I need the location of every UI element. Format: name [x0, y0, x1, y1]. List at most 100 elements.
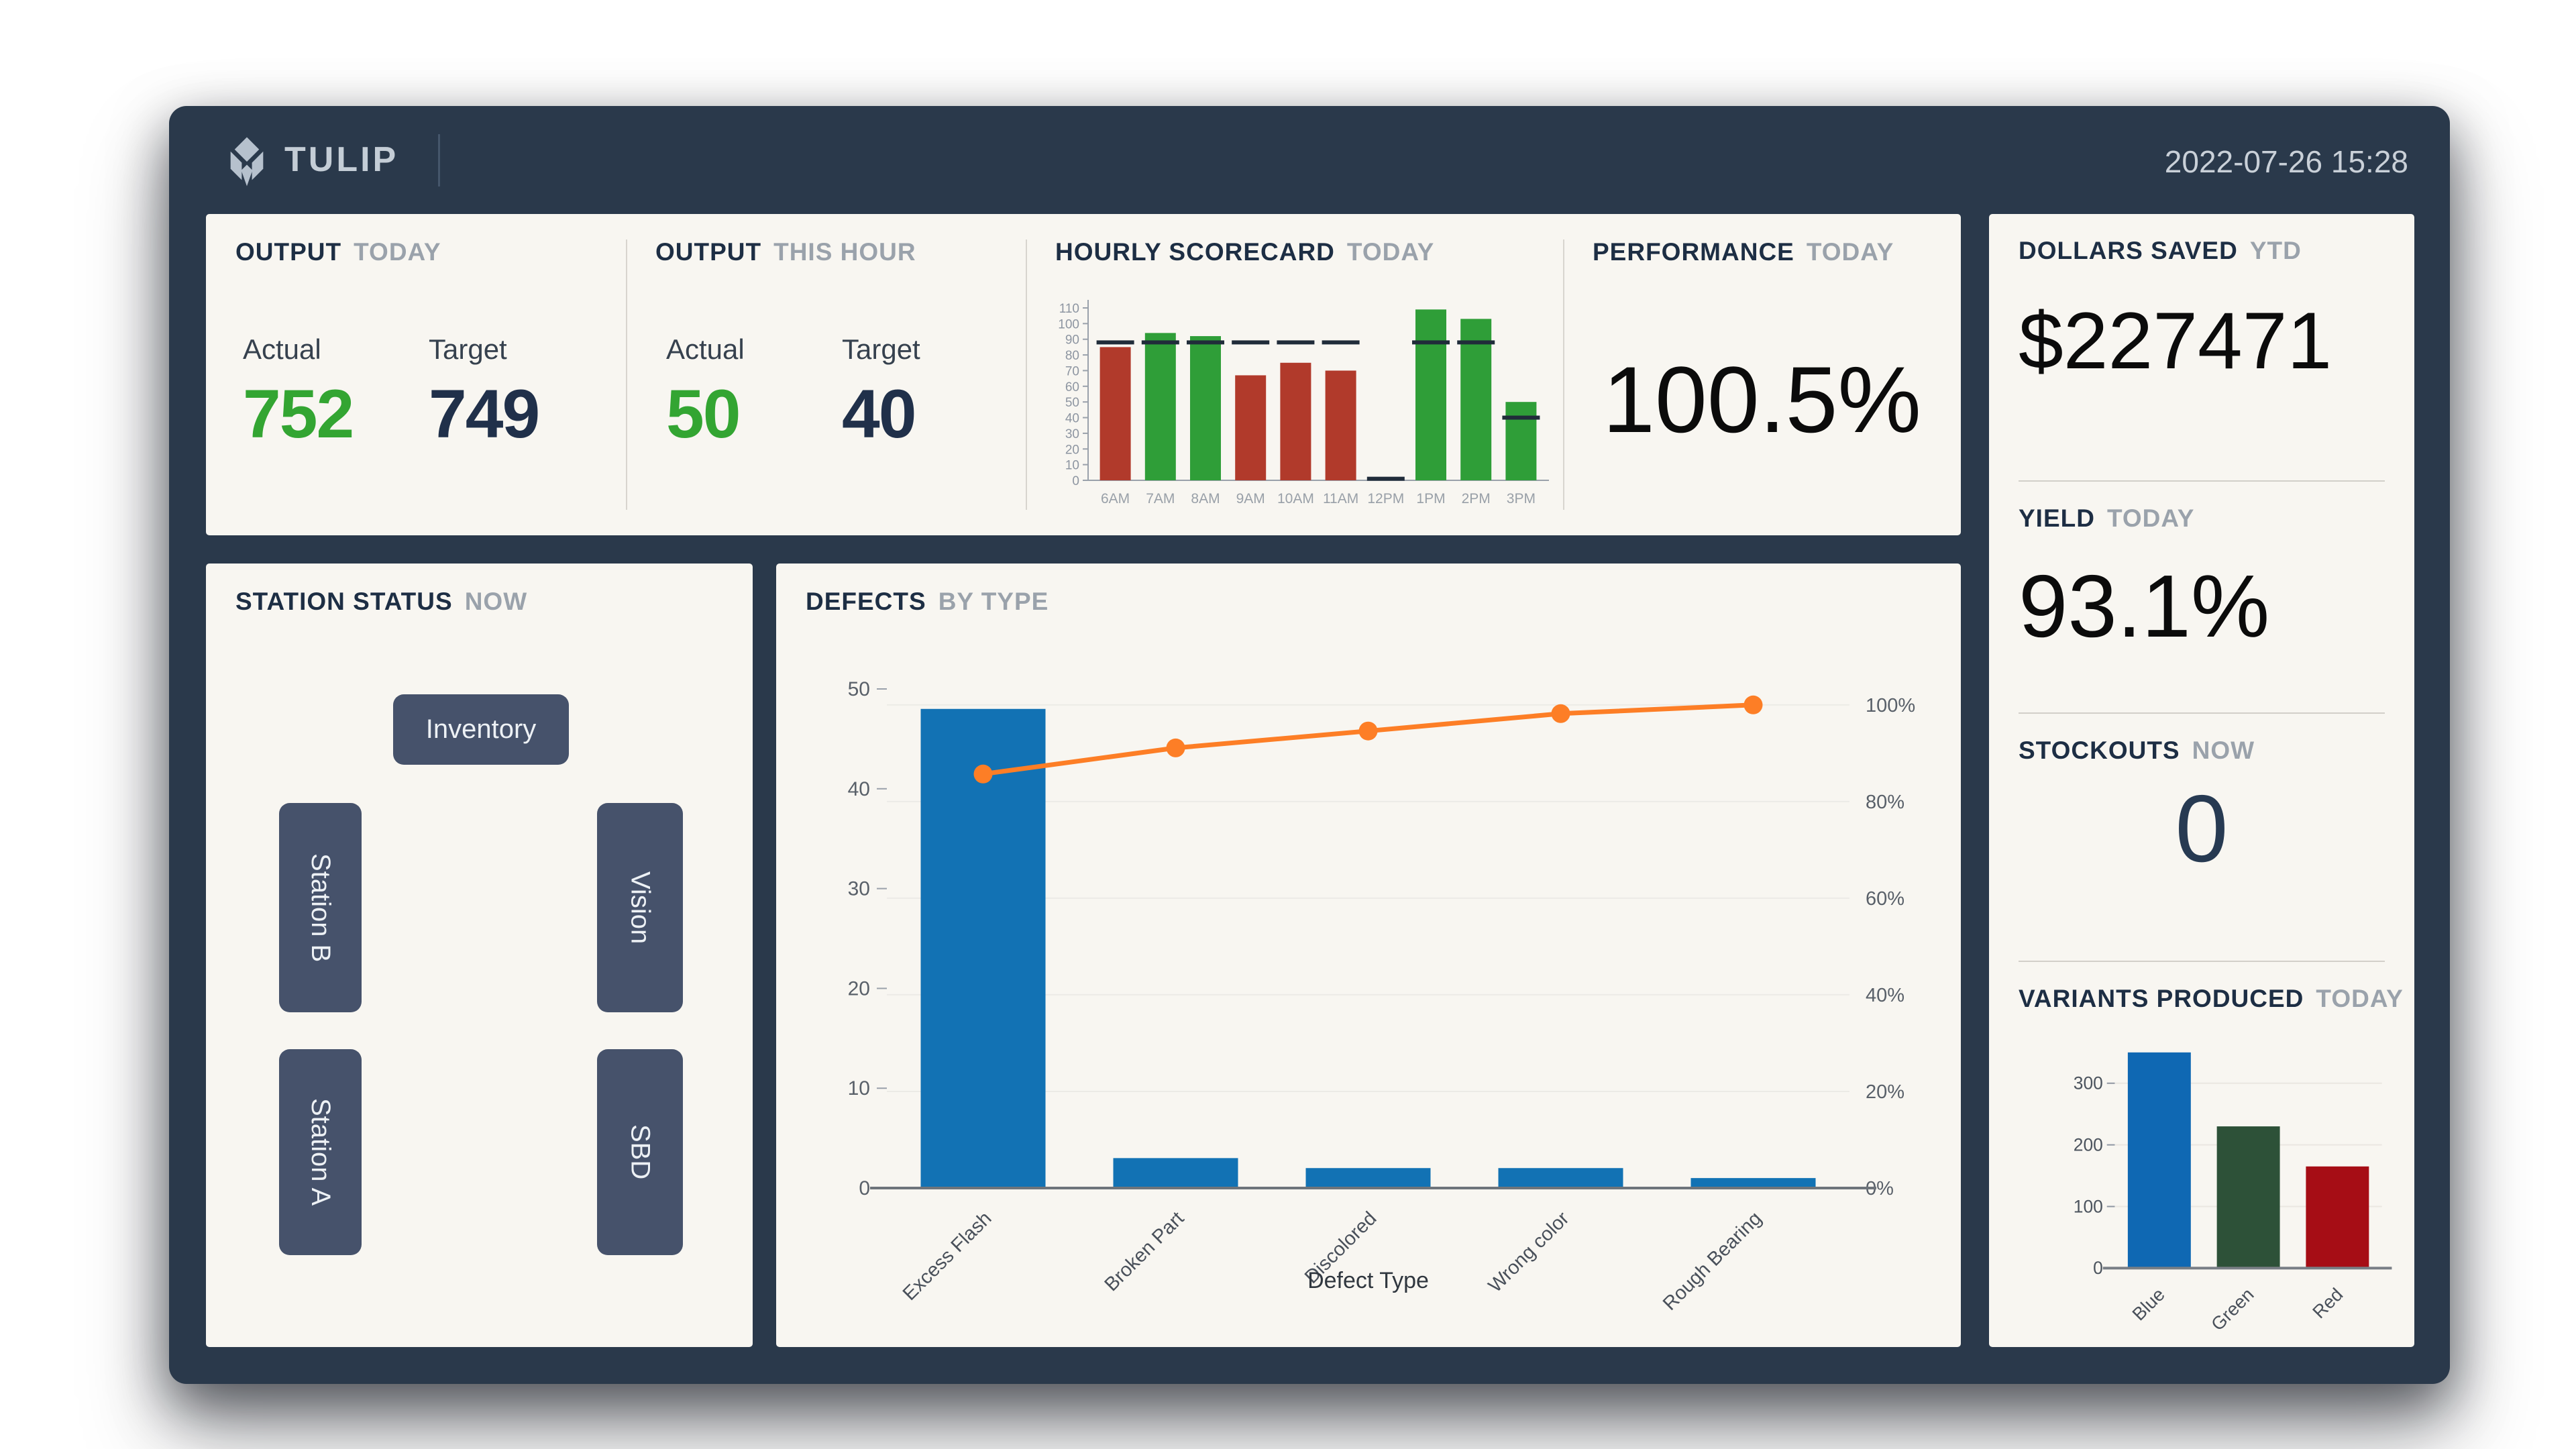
stockouts-value: 0 [2175, 775, 2229, 882]
svg-text:200: 200 [2074, 1134, 2103, 1155]
station-button-sbd[interactable]: SBD [597, 1049, 683, 1255]
output-hour-title: OUTPUT THIS HOUR [655, 238, 916, 266]
output-hour-section: OUTPUT THIS HOUR Actual 50 Target 40 [626, 214, 1026, 535]
svg-text:50: 50 [1065, 396, 1079, 410]
yield-block: YIELD TODAY 93.1% [1989, 482, 2414, 712]
dollars-saved-block: DOLLARS SAVED YTD $227471 [1989, 214, 2414, 480]
metric-label: Target [842, 333, 920, 365]
svg-text:3PM: 3PM [1507, 491, 1536, 506]
svg-text:9AM: 9AM [1236, 491, 1265, 506]
station-button-station-a[interactable]: Station A [279, 1049, 362, 1255]
svg-text:8AM: 8AM [1191, 491, 1220, 506]
defects-title: DEFECTS BY TYPE [806, 588, 1049, 616]
brand-name: TULIP [284, 140, 399, 179]
actual-metric: Actual 50 [666, 333, 745, 453]
svg-text:30: 30 [848, 878, 870, 900]
divider [2019, 712, 2385, 714]
svg-text:40%: 40% [1866, 985, 1904, 1006]
section-title: STOCKOUTS [2019, 737, 2180, 764]
svg-text:50: 50 [848, 678, 870, 700]
divider [1026, 239, 1027, 510]
section-subtitle: YTD [2249, 237, 2302, 264]
divider [2019, 480, 2385, 482]
svg-text:110: 110 [1059, 302, 1079, 316]
metric-label: Actual [666, 333, 745, 365]
svg-text:12PM: 12PM [1367, 491, 1404, 506]
header-divider [438, 134, 440, 186]
dollars-saved-title: DOLLARS SAVED YTD [2019, 237, 2385, 265]
station-button-vision[interactable]: Vision [597, 803, 683, 1012]
section-subtitle: NOW [2192, 737, 2255, 764]
hourly-scorecard-section: HOURLY SCORECARD TODAY 0 10 20 30 40 50 60 70 80 9… [1026, 214, 1563, 535]
svg-text:Excess Flash: Excess Flash [899, 1208, 996, 1305]
dashboard-frame: TULIP 2022-07-26 15:28 OUTPUT TODAY Actua… [169, 106, 2450, 1384]
svg-text:80: 80 [1065, 349, 1079, 363]
svg-text:11AM: 11AM [1323, 491, 1358, 506]
section-title: YIELD [2019, 504, 2095, 532]
svg-text:20: 20 [848, 977, 870, 1000]
section-title: OUTPUT [235, 238, 342, 266]
section-subtitle: TODAY [1806, 238, 1894, 266]
svg-text:0: 0 [1072, 474, 1079, 488]
svg-text:30: 30 [1065, 427, 1079, 441]
svg-text:100: 100 [1058, 317, 1079, 331]
performance-title: PERFORMANCE TODAY [1593, 238, 1894, 266]
yield-title: YIELD TODAY [2019, 504, 2385, 533]
svg-text:1PM: 1PM [1416, 491, 1445, 506]
section-subtitle: NOW [464, 588, 528, 615]
station-button-inventory[interactable]: Inventory [393, 694, 569, 765]
svg-text:Broken Part: Broken Part [1101, 1208, 1189, 1295]
section-title: DOLLARS SAVED [2019, 237, 2238, 264]
performance-section: PERFORMANCE TODAY 100.5% [1563, 214, 1961, 535]
kpi-panel: OUTPUT TODAY Actual 752 Target 749 OUTPUT… [206, 214, 1961, 535]
actual-value: 50 [666, 376, 741, 452]
svg-text:20%: 20% [1866, 1081, 1904, 1103]
section-title: HOURLY SCORECARD [1055, 238, 1335, 266]
svg-text:60%: 60% [1866, 888, 1904, 910]
svg-text:300: 300 [2074, 1073, 2103, 1093]
svg-text:Blue: Blue [2128, 1284, 2169, 1325]
svg-text:10: 10 [1065, 459, 1079, 473]
svg-text:Wrong color: Wrong color [1485, 1208, 1574, 1297]
svg-text:Rough Bearing: Rough Bearing [1659, 1208, 1766, 1314]
svg-text:0: 0 [2093, 1258, 2103, 1278]
station-button-station-b[interactable]: Station B [279, 803, 362, 1012]
section-title: OUTPUT [655, 238, 762, 266]
dollars-saved-value: $227471 [2019, 296, 2332, 386]
metric-label: Actual [243, 333, 321, 365]
divider [2019, 961, 2385, 962]
stockouts-title: STOCKOUTS NOW [2019, 737, 2385, 765]
output-today-section: OUTPUT TODAY Actual 752 Target 749 [206, 214, 626, 535]
svg-text:0: 0 [859, 1177, 870, 1199]
target-metric: Target 40 [842, 333, 920, 453]
svg-text:10: 10 [848, 1077, 870, 1099]
section-subtitle: TODAY [2106, 504, 2195, 532]
yield-value: 93.1% [2019, 557, 2270, 655]
svg-text:20: 20 [1065, 443, 1079, 457]
hourly-scorecard-title: HOURLY SCORECARD TODAY [1055, 238, 1434, 266]
variants-produced-chart: 0 100 200 300 Blue Green Red [2037, 1030, 2405, 1346]
dashboard-header: TULIP 2022-07-26 15:28 [169, 106, 2450, 214]
station-status-panel: STATION STATUS NOW Inventory Station B Vi… [206, 564, 753, 1347]
svg-text:60: 60 [1065, 380, 1079, 394]
variants-produced-block: VARIANTS PRODUCED TODAY 0 100 200 300 Blue Gre… [1989, 962, 2414, 1347]
divider [626, 239, 627, 510]
defects-panel: DEFECTS BY TYPE 0 10 20 30 40 50 0% 20% 40% 60% 80%… [776, 564, 1961, 1347]
variants-produced-title: VARIANTS PRODUCED TODAY [2019, 985, 2403, 1013]
section-title: VARIANTS PRODUCED [2019, 985, 2304, 1012]
svg-text:80%: 80% [1866, 792, 1904, 813]
defects-pareto-chart: 0 10 20 30 40 50 0% 20% 40% 60% 80% 100% Excess Flas… [776, 564, 1961, 1347]
actual-metric: Actual 752 [243, 333, 354, 453]
svg-text:10AM: 10AM [1277, 491, 1314, 506]
divider [1563, 239, 1564, 510]
section-subtitle: THIS HOUR [773, 238, 916, 266]
svg-text:2PM: 2PM [1462, 491, 1491, 506]
metric-label: Target [429, 333, 507, 365]
svg-text:Red: Red [2308, 1284, 2347, 1322]
svg-text:6AM: 6AM [1101, 491, 1130, 506]
station-status-title: STATION STATUS NOW [235, 588, 527, 616]
svg-text:Green: Green [2207, 1284, 2258, 1335]
actual-value: 752 [243, 376, 354, 452]
metrics-sidebar: DOLLARS SAVED YTD $227471 YIELD TODAY 93.1… [1989, 214, 2414, 1347]
svg-text:7AM: 7AM [1146, 491, 1175, 506]
